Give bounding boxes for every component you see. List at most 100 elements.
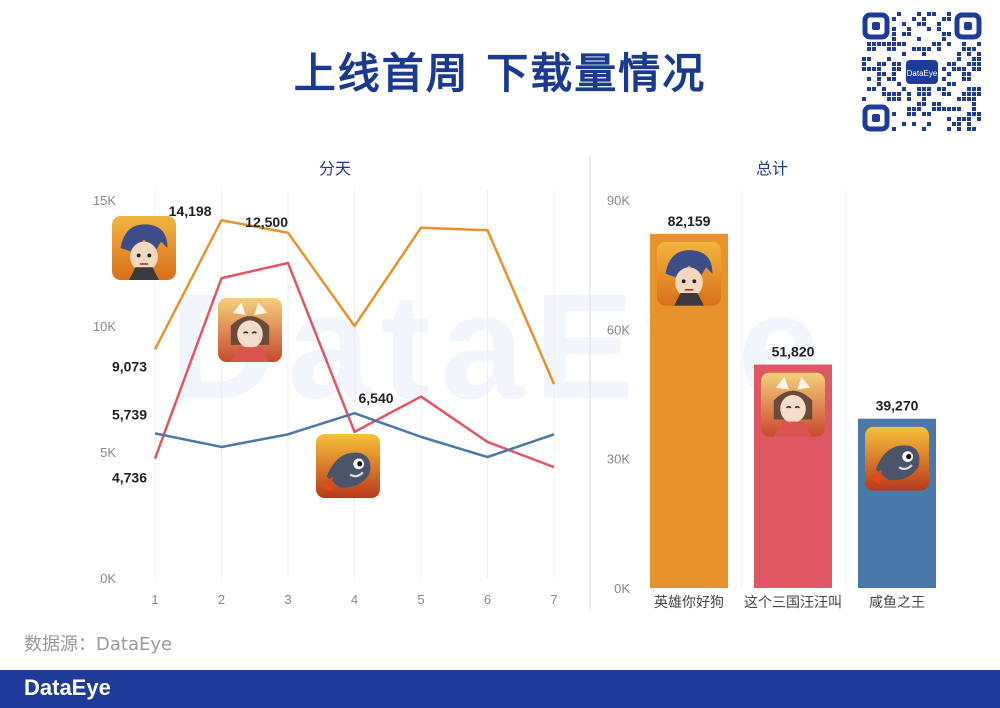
qr-dot <box>922 87 926 91</box>
qr-dot <box>862 97 866 101</box>
qr-dot <box>947 117 951 121</box>
qr-dot <box>957 52 961 56</box>
qr-dot <box>927 92 931 96</box>
game-avatar-blue-hair-icon <box>112 216 176 280</box>
qr-dot <box>907 32 911 36</box>
qr-dot <box>952 82 956 86</box>
qr-dot <box>972 127 976 131</box>
qr-dot <box>962 67 966 71</box>
qr-dot <box>867 87 871 91</box>
qr-dot <box>877 62 881 66</box>
qr-dot <box>937 22 941 26</box>
qr-dot <box>892 72 896 76</box>
qr-dot <box>977 87 981 91</box>
qr-dot <box>912 112 916 116</box>
qr-dot <box>867 77 871 81</box>
qr-dot <box>867 67 871 71</box>
qr-dot <box>922 52 926 56</box>
data-label: 12,500 <box>245 214 288 230</box>
x-tick-label: 5 <box>417 592 424 607</box>
qr-dot <box>862 62 866 66</box>
qr-dot <box>947 17 951 21</box>
qr-dot <box>977 52 981 56</box>
qr-dot <box>947 32 951 36</box>
category-label: 英雄你好狗 <box>654 594 724 611</box>
bar-value-label: 82,159 <box>668 213 711 229</box>
data-label: 6,540 <box>359 390 394 406</box>
qr-dot <box>907 27 911 31</box>
data-label: 9,073 <box>112 358 147 374</box>
qr-dot <box>937 102 941 106</box>
qr-dot <box>962 92 966 96</box>
qr-dot <box>887 77 891 81</box>
qr-dot <box>967 77 971 81</box>
qr-dot <box>882 92 886 96</box>
qr-dot <box>942 32 946 36</box>
qr-dot <box>972 57 976 61</box>
qr-dot <box>967 112 971 116</box>
qr-dot <box>877 82 881 86</box>
qr-dot <box>962 42 966 46</box>
qr-dot <box>972 87 976 91</box>
qr-dot <box>927 122 931 126</box>
qr-dot <box>902 42 906 46</box>
qr-dot <box>927 27 931 31</box>
qr-dot <box>967 92 971 96</box>
qr-code-icon[interactable]: DataEye <box>862 12 982 132</box>
qr-logo: DataEye <box>907 69 938 78</box>
qr-dot <box>967 62 971 66</box>
qr-dot <box>947 127 951 131</box>
qr-dot <box>892 92 896 96</box>
qr-dot <box>872 47 876 51</box>
qr-dot <box>937 87 941 91</box>
qr-dot <box>892 17 896 21</box>
qr-dot <box>947 92 951 96</box>
qr-dot <box>917 12 921 16</box>
qr-dot <box>872 42 876 46</box>
y-tick-label: 15K <box>93 193 116 208</box>
qr-dot <box>967 47 971 51</box>
qr-dot <box>937 27 941 31</box>
series-line-1 <box>153 261 555 469</box>
data-label: 5,739 <box>112 406 147 422</box>
qr-dot <box>942 17 946 21</box>
qr-dot <box>892 97 896 101</box>
qr-dot <box>897 42 901 46</box>
qr-dot <box>872 67 876 71</box>
left-chart-title: 分天 <box>319 159 351 178</box>
y-tick-label: 90K <box>607 193 630 208</box>
qr-dot <box>932 107 936 111</box>
qr-dot <box>962 117 966 121</box>
x-tick-label: 3 <box>284 592 291 607</box>
qr-dot <box>922 97 926 101</box>
qr-dot <box>957 127 961 131</box>
qr-dot <box>967 52 971 56</box>
qr-dot <box>957 122 961 126</box>
y-tick-label: 10K <box>93 319 116 334</box>
qr-dot <box>942 37 946 41</box>
right-chart-title: 总计 <box>756 159 788 178</box>
qr-dot <box>972 112 976 116</box>
qr-dot <box>967 87 971 91</box>
download-charts: 分天 0K 5K 10K 15K 1 2 3 4 5 6 7 9,073 14,198 4,736 12… <box>93 155 936 611</box>
x-tick-label: 2 <box>218 592 225 607</box>
qr-dot <box>937 42 941 46</box>
qr-dot <box>977 42 981 46</box>
qr-dot <box>977 92 981 96</box>
qr-dot <box>912 17 916 21</box>
qr-dot <box>932 102 936 106</box>
qr-dot <box>897 12 901 16</box>
qr-dot <box>897 62 901 66</box>
qr-dot <box>927 47 931 51</box>
y-tick-label: 30K <box>607 452 630 467</box>
qr-dot <box>922 127 926 131</box>
qr-dot <box>897 92 901 96</box>
qr-dot <box>967 117 971 121</box>
game-avatar-fish-icon <box>865 426 929 491</box>
qr-dot <box>977 57 981 61</box>
qr-dot <box>972 47 976 51</box>
qr-dot <box>907 92 911 96</box>
qr-dot <box>942 77 946 81</box>
qr-dot <box>892 112 896 116</box>
qr-dot <box>867 47 871 51</box>
